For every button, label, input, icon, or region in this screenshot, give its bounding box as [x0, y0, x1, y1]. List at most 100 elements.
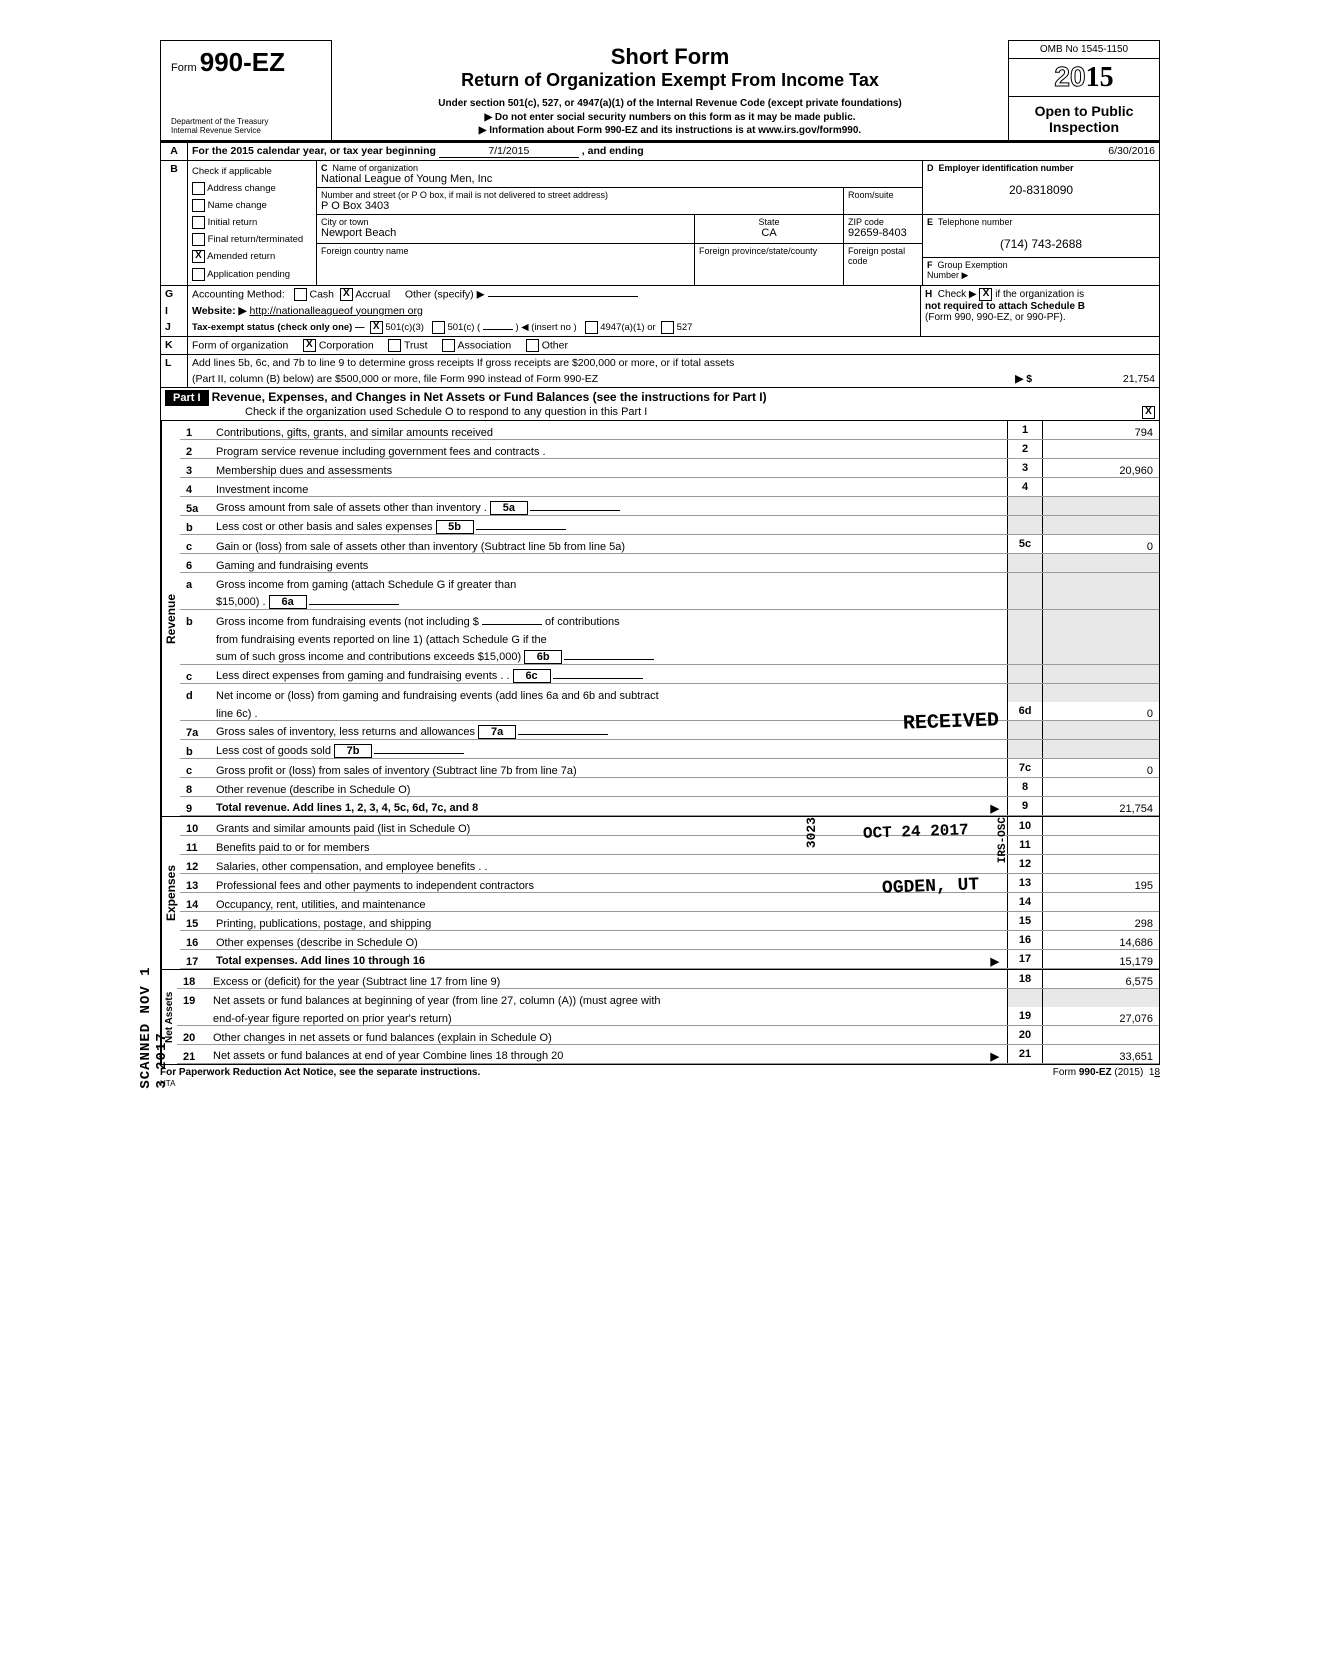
line-1: 1 Contributions, gifts, grants, and simi…: [180, 421, 1159, 440]
checkbox-corp[interactable]: X: [303, 339, 316, 352]
line-c: c Less direct expenses from gaming and f…: [180, 665, 1159, 684]
line-a: a Gross income from gaming (attach Sched…: [180, 573, 1159, 591]
checkbox-accrual[interactable]: X: [340, 288, 353, 301]
line-19: 19 Net assets or fund balances at beginn…: [177, 989, 1159, 1007]
line-6: 6 Gaming and fundraising events: [180, 554, 1159, 573]
line-7a: 7a Gross sales of inventory, less return…: [180, 721, 1159, 740]
zip-label: ZIP code: [848, 217, 884, 227]
checkbox-amended[interactable]: X: [192, 250, 205, 263]
checkbox-527[interactable]: [661, 321, 674, 334]
expenses-section: Expenses 10 Grants and similar amounts p…: [160, 817, 1160, 970]
city-value: Newport Beach: [321, 227, 396, 239]
addr-label: Number and street (or P O box, if mail i…: [321, 190, 608, 200]
line-b-cont: from fundraising events reported on line…: [180, 628, 1159, 646]
line-d-end: line 6c) . 6d 0: [180, 702, 1159, 721]
line-18: 18 Excess or (deficit) for the year (Sub…: [177, 970, 1159, 989]
addr-value: P O Box 3403: [321, 200, 389, 212]
checkbox-501c3[interactable]: X: [370, 321, 383, 334]
opt-initial-return: Initial return: [208, 217, 258, 228]
h-text2: if the organization is: [995, 289, 1084, 300]
label-d: D: [927, 163, 934, 173]
label-l: L: [161, 354, 188, 371]
checkbox-app-pending[interactable]: [192, 268, 205, 281]
line-c: c Gain or (loss) from sale of assets oth…: [180, 535, 1159, 554]
line-3: 3 Membership dues and assessments 3 20,9…: [180, 459, 1159, 478]
opt-other-org: Other: [542, 339, 568, 351]
right-header-box: OMB No 1545-1150 2015 Open to Public Ins…: [1008, 40, 1160, 140]
dept-irs: Internal Revenue Service: [171, 127, 321, 136]
row-a-mid: , and ending: [582, 145, 644, 157]
opt-address-change: Address change: [207, 183, 276, 194]
line-12: 12 Salaries, other compensation, and emp…: [180, 855, 1159, 874]
tax-year-end: 6/30/2016: [1001, 143, 1160, 161]
opt-4947: 4947(a)(1) or: [600, 322, 655, 333]
line-2: 2 Program service revenue including gove…: [180, 440, 1159, 459]
foreign-province-label: Foreign province/state/county: [695, 243, 844, 285]
form-number-box: Form 990-EZ Department of the Treasury I…: [160, 40, 332, 140]
h-text1: Check ▶: [938, 289, 977, 300]
opt-501c-tail: ) ◀ (insert no ): [516, 322, 577, 333]
label-a: A: [161, 143, 188, 161]
line-11: 11 Benefits paid to or for members 11: [180, 836, 1159, 855]
phone-value: (714) 743-2688: [927, 227, 1155, 251]
line-20: 20 Other changes in net assets or fund b…: [177, 1026, 1159, 1045]
checkbox-assoc[interactable]: [442, 339, 455, 352]
other-method-label: Other (specify) ▶: [405, 288, 485, 300]
check-if-applicable: Check if applicable Address change Name …: [188, 161, 317, 286]
line-c: c Gross profit or (loss) from sales of i…: [180, 759, 1159, 778]
form-number: 990-EZ: [200, 47, 285, 77]
row-h-box: H Check ▶ X if the organization is not r…: [921, 286, 1160, 337]
title-return: Return of Organization Exempt From Incom…: [340, 70, 1000, 91]
open-line2: Inspection: [1013, 119, 1155, 135]
line-4: 4 Investment income 4: [180, 478, 1159, 497]
line-14: 14 Occupancy, rent, utilities, and maint…: [180, 893, 1159, 912]
form-990ez-page: SCANNED NOV 1 3 2017 Form 990-EZ Departm…: [160, 40, 1160, 1089]
label-g: G: [161, 286, 188, 303]
checkbox-cash[interactable]: [294, 288, 307, 301]
state-value: CA: [761, 227, 776, 239]
footer-right: Form 990-EZ (2015) 18: [1053, 1067, 1160, 1089]
revenue-label: Revenue: [161, 421, 180, 816]
revenue-section: Revenue 1 Contributions, gifts, grants, …: [160, 421, 1160, 817]
checkbox-address-change[interactable]: [192, 182, 205, 195]
check-applicable-label: Check if applicable: [192, 166, 272, 177]
website-label: Website: ▶: [192, 305, 247, 317]
checkbox-initial-return[interactable]: [192, 216, 205, 229]
room-label: Room/suite: [844, 188, 923, 215]
checkbox-schedule-o[interactable]: X: [1142, 406, 1155, 419]
opt-name-change: Name change: [208, 200, 267, 211]
open-line1: Open to Public: [1013, 103, 1155, 119]
label-c: C: [321, 163, 328, 173]
label-e: E: [927, 217, 933, 227]
label-j: J: [161, 319, 188, 337]
opt-assoc: Association: [457, 339, 511, 351]
checkbox-other-org[interactable]: [526, 339, 539, 352]
line-8: 8 Other revenue (describe in Schedule O)…: [180, 778, 1159, 797]
line-b-end: sum of such gross income and contributio…: [180, 646, 1159, 665]
line-d: d Net income or (loss) from gaming and f…: [180, 684, 1159, 702]
checkbox-h[interactable]: X: [979, 288, 992, 301]
ein-label: Employer identification number: [939, 163, 1074, 173]
name-label: Name of organization: [333, 163, 419, 173]
year-outline: 20: [1054, 61, 1085, 92]
opt-final-return: Final return/terminated: [208, 234, 304, 245]
checkbox-4947[interactable]: [585, 321, 598, 334]
city-label: City or town: [321, 217, 369, 227]
checkbox-trust[interactable]: [388, 339, 401, 352]
opt-501c3: 501(c)(3): [385, 322, 424, 333]
omb-number: OMB No 1545-1150: [1009, 41, 1159, 59]
part1-header: Part I Revenue, Expenses, and Changes in…: [160, 388, 1160, 421]
label-f: F: [927, 260, 933, 270]
subtitle-code: Under section 501(c), 527, or 4947(a)(1)…: [340, 97, 1000, 111]
checkbox-final-return[interactable]: [192, 233, 205, 246]
opt-trust: Trust: [404, 339, 428, 351]
checkbox-name-change[interactable]: [192, 199, 205, 212]
line-10: 10 Grants and similar amounts paid (list…: [180, 817, 1159, 836]
cash-label: Cash: [310, 288, 335, 300]
org-name: National League of Young Men, Inc: [321, 173, 492, 185]
checkbox-501c[interactable]: [432, 321, 445, 334]
netassets-label: Net Assets: [161, 970, 177, 1064]
title-box: Short Form Return of Organization Exempt…: [332, 40, 1008, 140]
row-a-text: For the 2015 calendar year, or tax year …: [192, 145, 436, 157]
open-to-public: Open to Public Inspection: [1009, 97, 1159, 140]
